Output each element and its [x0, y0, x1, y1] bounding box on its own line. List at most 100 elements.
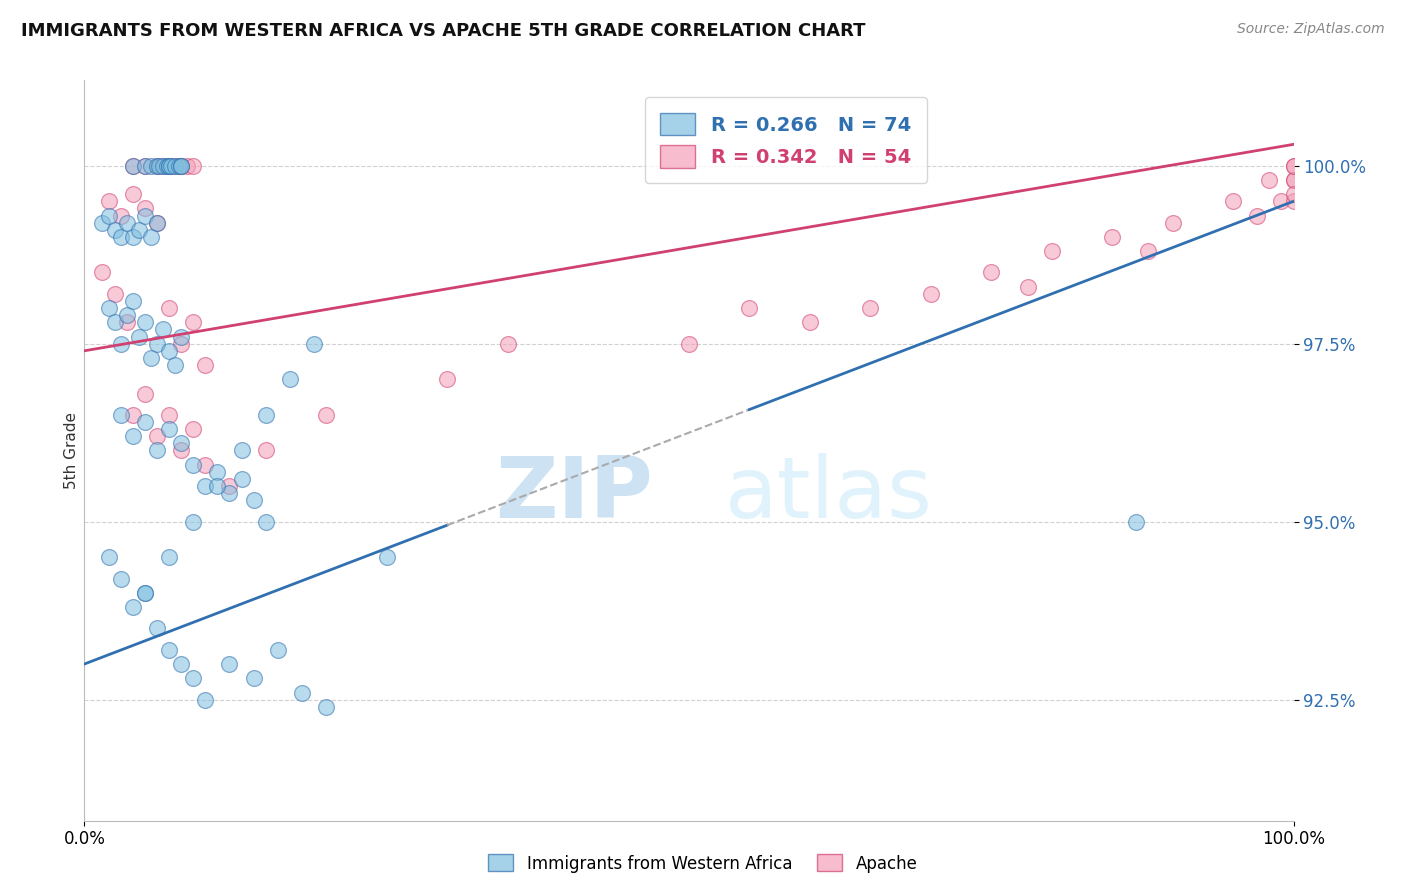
Point: [167, 159, 190, 173]
Point: [155, 159, 177, 173]
Point: [170, 443, 193, 458]
Point: [1282, 187, 1305, 202]
Point: [170, 436, 193, 450]
Point: [176, 159, 198, 173]
Point: [194, 692, 217, 706]
Point: [152, 322, 174, 336]
Point: [165, 358, 187, 372]
Point: [375, 550, 398, 565]
Point: [104, 315, 127, 329]
Point: [170, 329, 193, 343]
Point: [157, 159, 180, 173]
Point: [115, 308, 138, 322]
Point: [254, 515, 277, 529]
Point: [1101, 230, 1123, 244]
Point: [1258, 173, 1281, 187]
Point: [110, 408, 132, 422]
Point: [157, 343, 180, 358]
Point: [139, 230, 162, 244]
Point: [165, 159, 187, 173]
Point: [218, 479, 240, 493]
Point: [315, 699, 337, 714]
Point: [181, 515, 204, 529]
Point: [160, 159, 183, 173]
Point: [134, 159, 156, 173]
Point: [146, 159, 169, 173]
Point: [104, 223, 127, 237]
Point: [1282, 159, 1305, 173]
Point: [678, 336, 700, 351]
Point: [254, 443, 277, 458]
Point: [148, 159, 170, 173]
Point: [231, 443, 253, 458]
Point: [134, 209, 156, 223]
Point: [139, 159, 162, 173]
Point: [194, 358, 217, 372]
Point: [97, 194, 120, 209]
Point: [194, 479, 217, 493]
Point: [128, 223, 150, 237]
Point: [121, 408, 143, 422]
Point: [134, 202, 156, 216]
Point: [242, 493, 264, 508]
Point: [218, 657, 240, 671]
Point: [157, 408, 180, 422]
Point: [134, 586, 156, 600]
Point: [110, 230, 132, 244]
Legend: Immigrants from Western Africa, Apache: Immigrants from Western Africa, Apache: [482, 847, 924, 880]
Point: [1282, 159, 1305, 173]
Point: [115, 216, 138, 230]
Point: [302, 336, 325, 351]
Point: [134, 315, 156, 329]
Point: [1137, 244, 1160, 259]
Point: [152, 159, 174, 173]
Point: [115, 315, 138, 329]
Point: [146, 443, 169, 458]
Point: [146, 216, 169, 230]
Point: [1040, 244, 1063, 259]
Text: Source: ZipAtlas.com: Source: ZipAtlas.com: [1237, 22, 1385, 37]
Point: [110, 336, 132, 351]
Point: [121, 293, 143, 308]
Point: [146, 336, 169, 351]
Point: [194, 458, 217, 472]
Point: [121, 230, 143, 244]
Point: [859, 301, 882, 315]
Point: [1161, 216, 1184, 230]
Point: [121, 159, 143, 173]
Point: [91, 265, 114, 279]
Point: [170, 159, 193, 173]
Point: [110, 209, 132, 223]
Point: [291, 685, 314, 699]
Point: [1282, 173, 1305, 187]
Point: [436, 372, 458, 386]
Point: [91, 216, 114, 230]
Point: [170, 159, 193, 173]
Point: [181, 422, 204, 436]
Text: ZIP: ZIP: [495, 453, 652, 536]
Point: [231, 472, 253, 486]
Point: [181, 315, 204, 329]
Point: [315, 408, 337, 422]
Point: [134, 159, 156, 173]
Point: [121, 600, 143, 615]
Point: [1282, 194, 1305, 209]
Point: [157, 422, 180, 436]
Point: [157, 550, 180, 565]
Point: [920, 286, 942, 301]
Point: [496, 336, 519, 351]
Point: [157, 642, 180, 657]
Point: [242, 671, 264, 685]
Point: [207, 479, 229, 493]
Text: IMMIGRANTS FROM WESTERN AFRICA VS APACHE 5TH GRADE CORRELATION CHART: IMMIGRANTS FROM WESTERN AFRICA VS APACHE…: [21, 22, 866, 40]
Point: [254, 408, 277, 422]
Point: [146, 216, 169, 230]
Point: [104, 286, 127, 301]
Point: [134, 586, 156, 600]
Point: [146, 622, 169, 636]
Point: [170, 657, 193, 671]
Point: [218, 486, 240, 500]
Point: [157, 159, 180, 173]
Point: [1125, 515, 1147, 529]
Point: [152, 159, 174, 173]
